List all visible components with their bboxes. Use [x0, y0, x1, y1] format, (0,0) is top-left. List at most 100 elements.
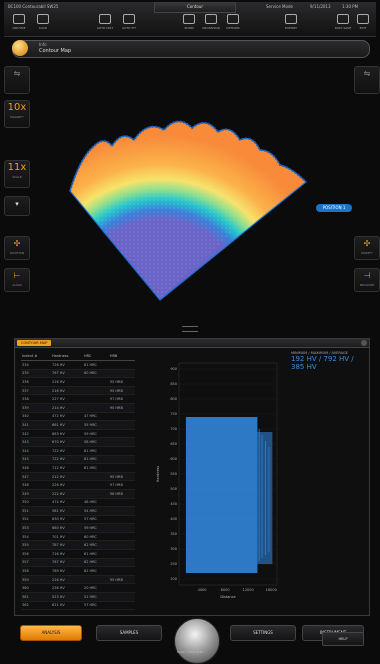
table-cell: 61 HRC [82, 446, 109, 456]
y-tick-label: 600 [170, 457, 177, 461]
nav-arrow-button[interactable]: ⇋ [4, 66, 30, 94]
table-row[interactable]: 335 767 HV 60 HRC [21, 369, 135, 379]
main-dial[interactable] [174, 618, 220, 664]
column-header[interactable]: Indent # [21, 351, 51, 361]
center-tab[interactable]: Contour [154, 2, 236, 13]
auto-fit-button[interactable]: AUTO FIT [120, 14, 138, 34]
table-row[interactable]: 349 222 HV 96 HRB [21, 489, 135, 499]
table-row[interactable]: 340 472 HV 47 HRC [21, 412, 135, 422]
table-cell: 222 HV [51, 489, 83, 499]
table-row[interactable]: 338 227 HV 97 HRB [21, 394, 135, 404]
table-row[interactable]: 360 236 HV 20 HRC [21, 583, 135, 594]
x-tick-label: 8000 [221, 588, 230, 592]
table-cell: 630 HV [51, 515, 83, 525]
table-row[interactable]: 347 212 HV 95 HRB [21, 472, 135, 482]
time-status: 1:30 PM [342, 4, 359, 9]
table-row[interactable]: 362 621 HV 57 HRC [21, 601, 135, 611]
table-row[interactable]: 346 712 HV 61 HRC [21, 463, 135, 473]
tab-contour-map[interactable]: CONTOUR MAP [17, 340, 52, 346]
table-row[interactable]: 358 789 HV 62 HRC [21, 566, 135, 576]
y-tick-label: 500 [170, 487, 177, 491]
position-label[interactable]: POSITION 1 [316, 204, 352, 212]
position-caption: POSITION [9, 251, 25, 255]
crosshair-label: CROSSHAIR [202, 26, 220, 30]
nav-samples[interactable]: SAMPLES [96, 625, 162, 641]
table-cell: 670 HV [51, 437, 83, 447]
auto-fit-icon [123, 14, 135, 24]
contour-map[interactable] [60, 110, 360, 315]
nav-analysis[interactable]: ANALYSIS [20, 625, 82, 641]
save-button[interactable]: DATA SAVE [334, 14, 352, 34]
table-cell [108, 523, 135, 533]
help-button[interactable]: HELP [322, 632, 364, 646]
table-row[interactable]: 351 581 HV 54 HRC [21, 506, 135, 516]
magnify-button[interactable]: 10x MAGNIFY [4, 100, 30, 128]
scale-button[interactable]: 11x SCALE [4, 160, 30, 188]
load-label: LOAD [38, 26, 48, 30]
table-row[interactable]: 339 214 HV 95 HRB [21, 403, 135, 413]
table-cell: 60 HRC [82, 532, 109, 542]
hardness-table: Indent # Hardness HRC HRB 334 726 HV 61 HRC 33… [21, 351, 135, 611]
column-header[interactable]: HRC [82, 351, 109, 361]
table-row[interactable]: 341 661 HV 55 HRC [21, 420, 135, 430]
table-cell: 712 HV [51, 463, 83, 473]
options-button[interactable]: OPTIONS [224, 14, 242, 34]
y-tick-label: 850 [170, 382, 177, 386]
modify-caption: MODIFY [361, 251, 373, 255]
table-row[interactable]: 359 216 HV 95 HRB [21, 575, 135, 585]
align-button[interactable]: ⊢ ALIGN [4, 268, 30, 292]
table-row[interactable]: 342 683 HV 59 HRC [21, 429, 135, 439]
close-icon[interactable] [361, 340, 367, 346]
title-caption: Info [39, 42, 47, 47]
table-row[interactable]: 353 660 HV 59 HRC [21, 523, 135, 533]
table-row[interactable]: 348 226 HV 97 HRB [21, 480, 135, 490]
scale-caption: SCALE [12, 175, 22, 179]
table-row[interactable]: 354 701 HV 60 HRC [21, 532, 135, 542]
table-cell [108, 360, 135, 370]
table-cell: 61 HRC [82, 455, 109, 465]
table-cell: 353 [21, 523, 51, 533]
drag-handle-icon[interactable] [182, 326, 198, 332]
modify-button[interactable]: ✣ MODIFY [354, 236, 380, 260]
table-row[interactable]: 357 767 HV 62 HRC [21, 558, 135, 568]
load-icon [37, 14, 49, 24]
table-row[interactable]: 336 216 HV 95 HRB [21, 377, 135, 387]
table-cell: 523 HV [51, 592, 83, 602]
right-arrow-button[interactable]: ⇋ [354, 66, 380, 94]
table-cell: 361 [21, 592, 51, 602]
table-cell: 216 HV [51, 575, 83, 585]
exit-button[interactable]: EXIT [354, 14, 372, 34]
column-header[interactable]: HRB [108, 351, 135, 361]
date-status: 9/11/2013 [310, 4, 331, 9]
table-row[interactable]: 350 474 HV 48 HRC [21, 498, 135, 508]
table-row[interactable]: 361 523 HV 51 HRC [21, 592, 135, 602]
y-axis-label: Hardness [156, 466, 160, 483]
table-row[interactable]: 355 787 HV 62 HRC [21, 540, 135, 551]
table-row[interactable]: 352 630 HV 57 HRC [21, 515, 135, 525]
panel-divider[interactable] [0, 326, 380, 334]
column-header[interactable]: Hardness [51, 351, 83, 361]
zoom-button[interactable]: ZOOM [180, 14, 198, 34]
table-row[interactable]: 356 716 HV 61 HRC [21, 549, 135, 559]
table-row[interactable]: 344 722 HV 61 HRC [21, 446, 135, 456]
auto-dist-button[interactable]: AUTO DIST [96, 14, 114, 34]
crosshair-button[interactable]: CROSSHAIR [202, 14, 220, 34]
table-cell: 62 HRC [82, 540, 109, 551]
table-cell [82, 377, 109, 387]
nav-settings[interactable]: SETTINGS [230, 625, 296, 641]
table-row[interactable]: 343 670 HV 58 HRC [21, 437, 135, 447]
align-caption: ALIGN [12, 283, 22, 287]
table-cell: 61 HRC [82, 360, 109, 370]
table-row[interactable]: 345 722 HV 61 HRC [21, 455, 135, 465]
dropdown-button[interactable]: ▾ [4, 196, 30, 216]
contour-fan-core [90, 179, 260, 300]
table-cell: 97 HRB [108, 480, 135, 490]
table-row[interactable]: 337 216 HV 95 HRB [21, 386, 135, 396]
table-row[interactable]: 334 726 HV 61 HRC [21, 360, 135, 370]
position-button[interactable]: ✣ POSITION [4, 236, 30, 260]
archive-button[interactable]: ARCHIVE [10, 14, 28, 34]
table-cell: 344 [21, 446, 51, 456]
x-tick-label: 4000 [198, 588, 207, 592]
export-button[interactable]: EXPORT [282, 14, 300, 34]
load-button[interactable]: LOAD [34, 14, 52, 34]
